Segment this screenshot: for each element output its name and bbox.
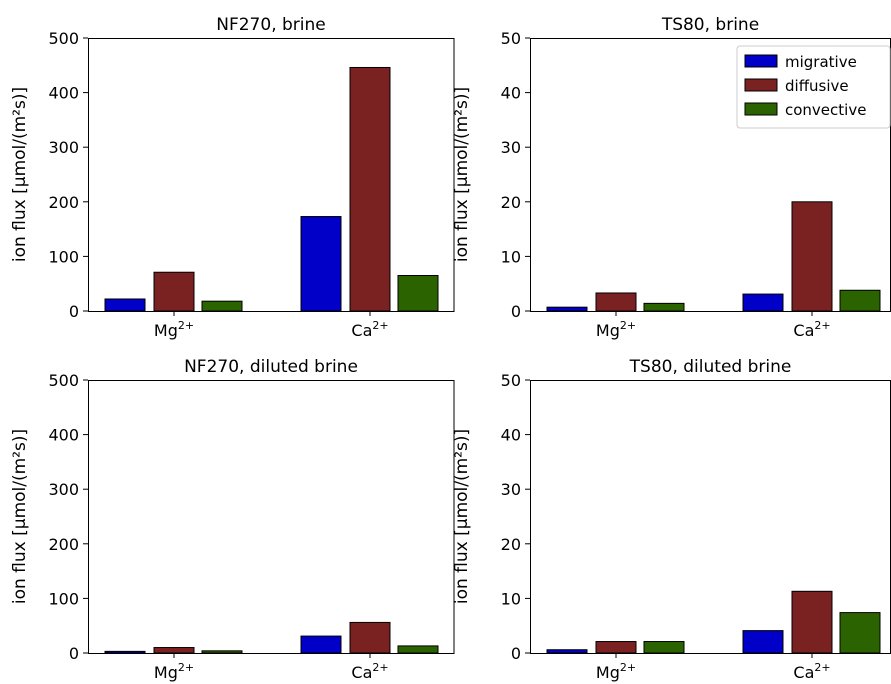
legend-label-convective: convective (785, 101, 866, 119)
y-tick-label: 100 (48, 247, 79, 266)
bar-convective-0 (201, 300, 243, 312)
y-tick-label: 40 (501, 426, 521, 445)
x-tick-label: Ca2+ (351, 319, 388, 340)
y-tick-label: 20 (501, 535, 521, 554)
bar-convective-0 (201, 650, 243, 654)
bar-migrative-0 (104, 298, 146, 312)
bar-migrative-1 (742, 293, 784, 312)
chart-title: NF270, brine (216, 15, 326, 35)
x-tick-label: Ca2+ (793, 661, 830, 682)
x-tick-label: Mg2+ (154, 319, 194, 340)
panel-1: 0 10 20 30 40 50 Mg2+ Ca2+ TS80, brine ion flux [… (452, 15, 891, 340)
legend-label-diffusive: diffusive (785, 77, 849, 95)
bar-migrative-1 (300, 635, 342, 654)
bar-convective-1 (839, 289, 881, 312)
y-tick-label: 300 (48, 480, 79, 499)
legend-swatch-convective (744, 102, 778, 116)
y-tick-label: 0 (69, 644, 79, 663)
y-tick-label: 30 (501, 138, 521, 157)
bar-migrative-1 (300, 216, 342, 312)
bar-diffusive-1 (791, 201, 833, 312)
panel-3: 0 10 20 30 40 50 Mg2+ Ca2+ TS80, diluted brine io… (452, 357, 891, 682)
panel-0: 0 100 200 300 400 500 Mg2+ Ca2+ NF270, brine ion … (10, 15, 455, 340)
y-tick-label: 40 (501, 84, 521, 103)
y-tick-label: 400 (48, 426, 79, 445)
chart-title: TS80, brine (661, 15, 759, 35)
x-tick-label: Mg2+ (596, 319, 636, 340)
bar-migrative-0 (104, 650, 146, 654)
y-tick-label: 200 (48, 193, 79, 212)
x-tick-label: Ca2+ (351, 661, 388, 682)
y-tick-label: 0 (511, 644, 521, 663)
bar-diffusive-1 (349, 621, 391, 654)
chart-title: NF270, diluted brine (184, 357, 358, 377)
x-tick-label: Ca2+ (793, 319, 830, 340)
bar-diffusive-1 (791, 590, 833, 654)
y-axis-label: ion flux [μmol/(m²s)] (452, 429, 472, 604)
legend-swatch-migrative (744, 54, 778, 68)
y-axis-label: ion flux [μmol/(m²s)] (10, 87, 30, 262)
legend-swatch-diffusive (744, 78, 778, 92)
bar-migrative-0 (546, 649, 588, 654)
bar-convective-0 (643, 641, 685, 654)
axes-frame (88, 380, 455, 654)
bar-convective-1 (397, 645, 439, 654)
y-axis-label: ion flux [μmol/(m²s)] (10, 429, 30, 604)
y-tick-label: 10 (501, 589, 521, 608)
chart-title: TS80, diluted brine (629, 357, 792, 377)
bar-migrative-0 (546, 306, 588, 312)
legend-label-migrative: migrative (785, 53, 857, 71)
y-tick-label: 500 (48, 371, 79, 390)
y-axis-label: ion flux [μmol/(m²s)] (452, 87, 472, 262)
bar-convective-1 (397, 275, 439, 312)
bar-diffusive-1 (349, 66, 391, 312)
y-tick-label: 50 (501, 371, 521, 390)
x-tick-label: Mg2+ (596, 661, 636, 682)
bar-migrative-1 (742, 630, 784, 654)
y-tick-label: 300 (48, 138, 79, 157)
axes-frame (530, 380, 891, 654)
x-tick-label: Mg2+ (154, 661, 194, 682)
bar-convective-0 (643, 302, 685, 312)
y-tick-label: 10 (501, 247, 521, 266)
y-tick-label: 200 (48, 535, 79, 554)
y-tick-label: 30 (501, 480, 521, 499)
axes-frame (88, 38, 455, 312)
y-tick-label: 400 (48, 84, 79, 103)
bar-diffusive-0 (153, 647, 195, 654)
y-tick-label: 500 (48, 29, 79, 48)
y-tick-label: 20 (501, 193, 521, 212)
bar-diffusive-0 (595, 292, 637, 312)
y-tick-label: 100 (48, 589, 79, 608)
panel-2: 0 100 200 300 400 500 Mg2+ Ca2+ NF270, diluted b… (10, 357, 455, 682)
bar-diffusive-0 (153, 271, 195, 312)
bar-convective-1 (839, 612, 881, 654)
bar-diffusive-0 (595, 641, 637, 654)
y-tick-label: 0 (69, 302, 79, 321)
y-tick-label: 0 (511, 302, 521, 321)
y-tick-label: 50 (501, 29, 521, 48)
